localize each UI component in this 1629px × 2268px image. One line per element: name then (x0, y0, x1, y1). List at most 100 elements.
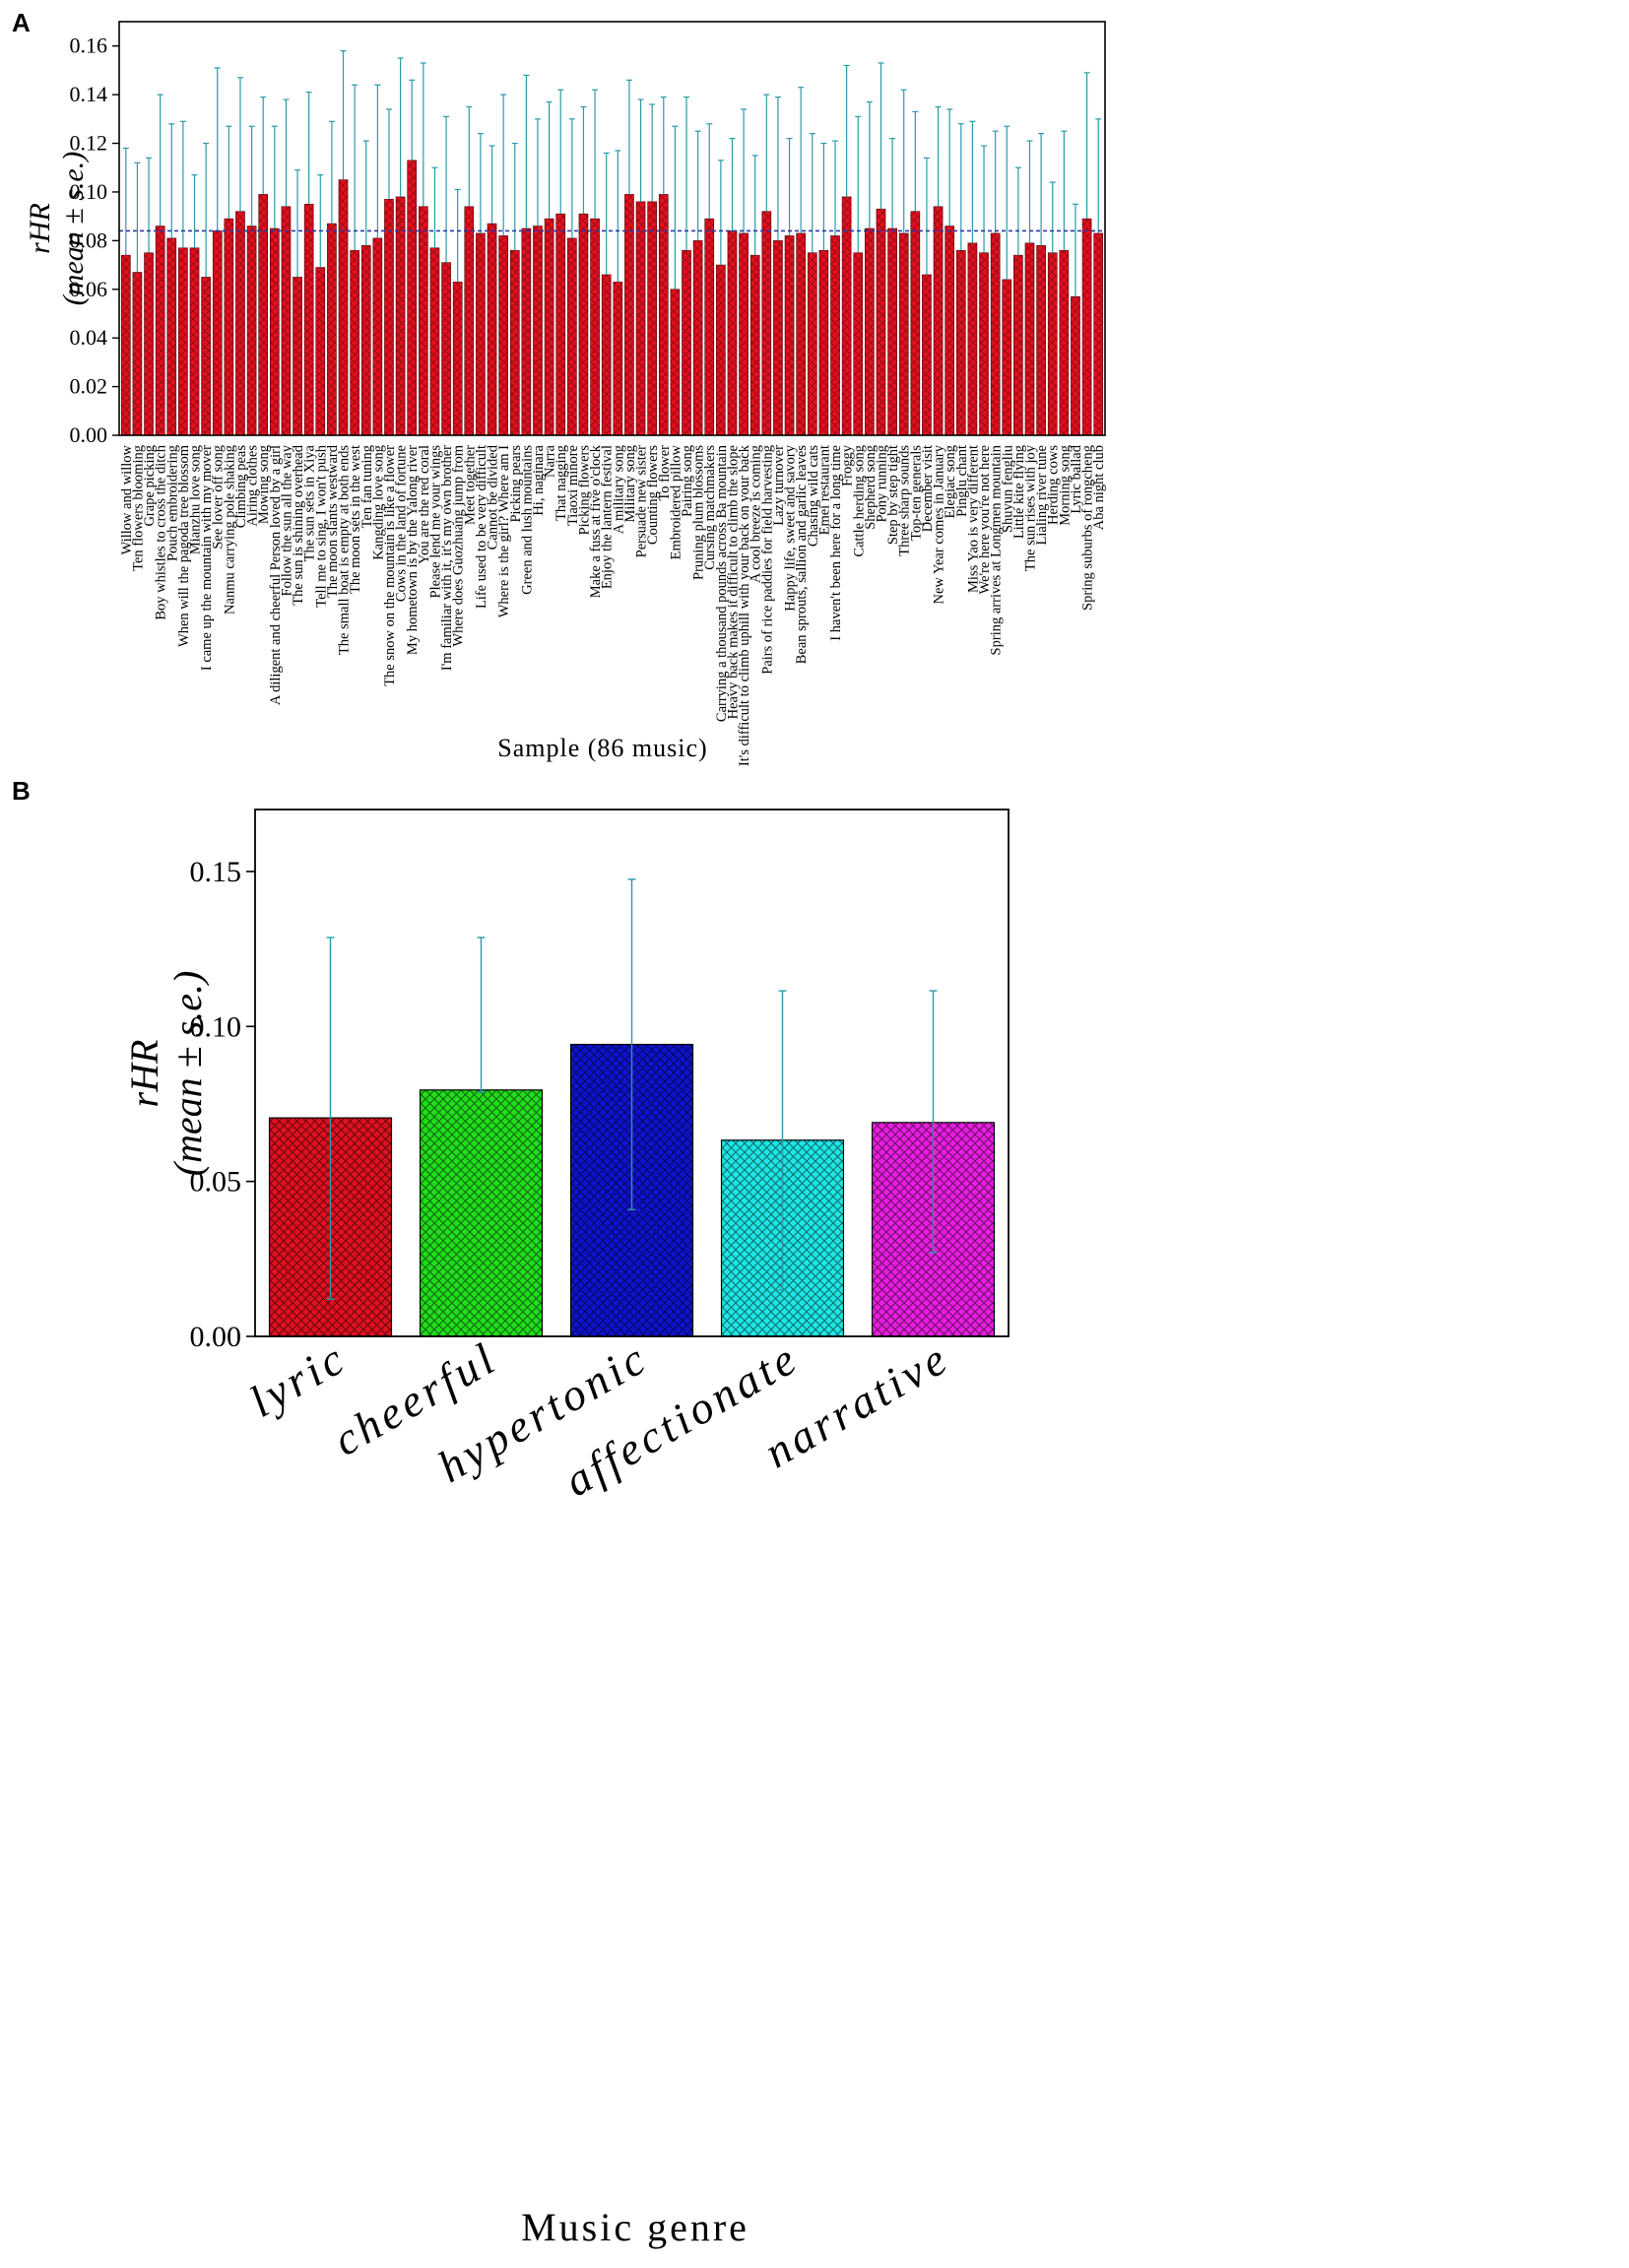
panel-a-x-axis-title: Sample (86 music) (497, 734, 707, 762)
panel-b-y-tick-label: 0.15 (190, 856, 242, 888)
panel-a-bar-hatch (659, 194, 669, 435)
panel-a-bar-hatch (567, 237, 577, 435)
panel-a-bar-hatch (270, 228, 280, 435)
panel-a-x-tick-label: A cool breeze is coming (749, 445, 764, 583)
panel-a-bar-hatch (1024, 242, 1035, 435)
panel-a-bar-hatch (293, 277, 302, 435)
panel-a-bar-hatch (304, 204, 314, 435)
panel-a-bar-hatch (476, 232, 486, 435)
panel-a-bar-hatch (121, 255, 131, 435)
panel-a-x-tick-label: Pony running (874, 445, 889, 523)
panel-a-x-tick-label: Lazy turnover (771, 445, 787, 526)
panel-a-bar-hatch (156, 226, 165, 435)
panel-a-x-tick-label: Boy whistles to cross the ditch (154, 444, 169, 619)
panel-a-x-tick-label: A diligent and cheerful Person loved by … (268, 445, 284, 705)
panel-a-bar-hatch (132, 272, 142, 435)
panel-a-x-tick-label: Embroidered pillow (668, 444, 684, 559)
panel-a-x-tick-label: Persuade new sister (634, 445, 650, 558)
panel-a-x-tick-label: Pairing song (680, 445, 695, 517)
panel-a-x-tick-label: Where does Guozhuang jump from (451, 444, 467, 646)
panel-a-bar-hatch (693, 240, 703, 435)
panel-a-x-tick-label: Little kite flying (1011, 445, 1027, 539)
panel-a-x-tick-label: Meet together (462, 445, 478, 525)
panel-a-bar-hatch (350, 250, 359, 435)
panel-a-y-tick-label: 0.08 (70, 227, 108, 252)
panel-a-x-tick-label: Froggy (840, 444, 856, 486)
panel-a-bar-hatch (201, 277, 211, 435)
panel-a-x-tick-label: That nagging (554, 445, 569, 521)
panel-a-bar-hatch (555, 214, 565, 435)
panel-a-x-tick-label: Morning song (1057, 445, 1073, 526)
panel-a-x-tick-label: Top-ten generals (908, 445, 924, 541)
panel-a-x-tick-label: Hi, naginara (531, 444, 547, 515)
panel-a-y-axis: 0.00 0.02 0.04 0.06 0.08 0.10 0.12 0.14 0.16 (70, 33, 119, 447)
panel-a: A 0.00 0.02 0.04 0.06 0.08 0.10 0.12 0.14 0.16 W… (12, 8, 1107, 766)
panel-a-bar-hatch (785, 235, 795, 435)
panel-a-x-tick-label: Lialing river tune (1034, 445, 1050, 545)
panel-a-bar-hatch (166, 237, 176, 435)
panel-a-x-tick-label: Shuyun fengliu (1000, 445, 1015, 533)
panel-a-y-tick-label: 0.06 (70, 277, 108, 301)
panel-a-bar-hatch (1082, 219, 1092, 435)
panel-a-bar-hatch (315, 267, 325, 435)
panel-a-x-tick-label: Miss Yao is very different (965, 445, 981, 593)
panel-b-y-tick-label: 0.05 (190, 1166, 242, 1199)
panel-a-bar-hatch (956, 250, 966, 435)
panel-a-x-tick-label: Grape picking (142, 445, 158, 527)
panel-a-x-tick-label: Kangding love song (370, 445, 386, 560)
panel-a-letter: A (12, 8, 31, 37)
panel-a-bar-hatch (338, 179, 349, 435)
panel-a-x-tick-label: It's difficult to climb uphill with your… (737, 444, 752, 766)
panel-a-x-tick-label: Pouch embroidering (164, 445, 180, 561)
panel-a-x-tick-label: Airing clothes (245, 445, 261, 527)
panel-a-bar-hatch (419, 206, 428, 435)
panel-a-bar-hatch (670, 289, 680, 435)
panel-a-bar-hatch (384, 199, 394, 435)
panel-a-x-tick-label: Life used to be very difficult (474, 445, 489, 609)
panel-a-bar-hatch (498, 235, 508, 435)
panel-a-bar-hatch (464, 206, 474, 435)
panel-a-x-tick-label: Aba night club (1091, 445, 1107, 530)
panel-a-bar-hatch (682, 250, 691, 435)
panel-a-x-tick-label: The sun sets in Xiya (302, 444, 318, 561)
panel-a-x-tick-label: Follow the sun all the way (279, 444, 294, 596)
panel-a-x-tick-label: Nanmu carrying pole shaking (222, 445, 237, 615)
panel-a-error-bars (122, 50, 1102, 297)
panel-a-x-tick-label: Picking flowers (576, 445, 592, 536)
panel-a-x-tick-label: Cursing matchmakers (702, 445, 718, 570)
panel-a-x-tick-label: New Year comes in January (932, 444, 947, 604)
panel-a-x-tick-label: Make a fuss at five o'clock (588, 444, 604, 598)
panel-a-x-tick-label: December visit (920, 445, 936, 532)
panel-a-bar-hatch (189, 247, 200, 435)
panel-b-plot-frame (254, 809, 1010, 1337)
panel-a-plot-frame (118, 21, 1106, 436)
panel-a-bar-hatch (979, 252, 989, 435)
panel-a-x-tick-label: Ten flowers blooming (130, 445, 146, 571)
panel-a-x-tick-label: To flower (657, 445, 673, 501)
panel-a-x-tick-label: Spring arrives at Longmen mountain (989, 444, 1005, 655)
panel-a-y-tick-label: 0.00 (70, 422, 108, 447)
panel-a-bar-hatch (213, 230, 223, 435)
panel-b-x-tick-label: lyric (241, 1331, 356, 1426)
panel-a-y-title-sub: (mean ± s.e.) (57, 152, 90, 305)
panel-b-y-tick-label: 0.10 (190, 1010, 242, 1043)
panel-a-y-tick-label: 0.12 (70, 131, 108, 156)
panel-a-x-tick-label: Willow and willow (119, 444, 135, 554)
panel-a-x-tick-label: The moon slants westward (325, 444, 341, 598)
panel-a-x-tick-label: Emei restaurant (816, 445, 832, 535)
panel-a-bars (120, 160, 1104, 436)
panel-a-bar-hatch (727, 230, 738, 435)
panel-a-x-tick-label: I'm familiar with it, it's my own brothe… (439, 445, 455, 671)
panel-a-bar-hatch (602, 274, 612, 435)
panel-b: B 0.00 0.05 0.10 0.15 lyriccheerfulhyperton… (12, 776, 1010, 2249)
panel-a-x-tick-label: I haven't been here for a long time (828, 445, 844, 641)
panel-a-bar-hatch (578, 214, 588, 435)
panel-a-x-tick-label: The sun rises with joy (1022, 444, 1038, 571)
panel-a-y-tick-label: 0.10 (70, 179, 108, 204)
panel-a-x-tick-label: Lyric ballad (1069, 444, 1084, 513)
panel-a-bar-hatch (1071, 296, 1080, 435)
panel-a-x-tick-label: Where is the girl? Where am I (496, 445, 512, 617)
panel-a-bar-hatch (773, 240, 783, 435)
panel-a-bar-hatch (887, 228, 897, 435)
panel-a-bar-hatch (647, 201, 657, 435)
